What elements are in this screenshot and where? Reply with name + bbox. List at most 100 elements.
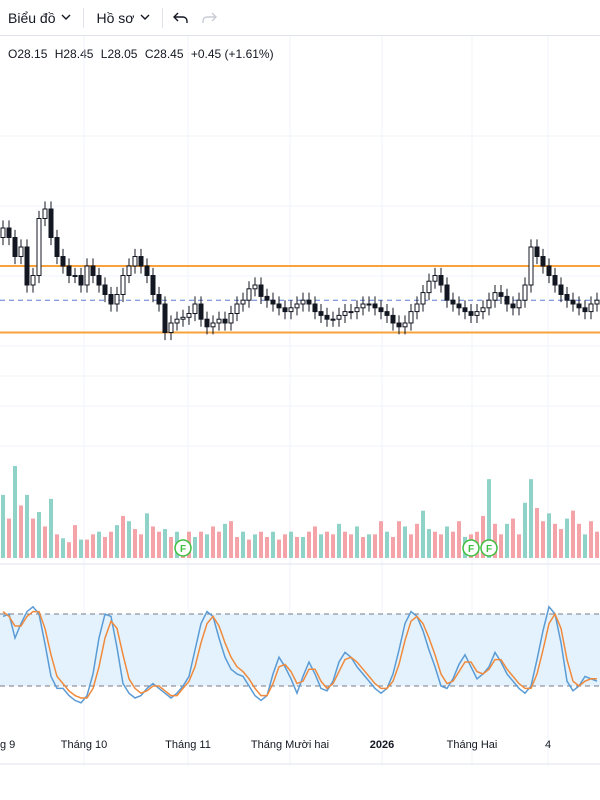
volume-bar-3 [19, 505, 23, 558]
volume-bar-25 [151, 526, 155, 558]
candle-body-13 [78, 275, 84, 286]
candle-body-36 [216, 318, 222, 324]
candle-body-63 [378, 307, 384, 313]
candle-body-31 [186, 313, 192, 318]
volume-bar-99 [595, 531, 599, 558]
volume-bar-27 [163, 529, 167, 558]
volume-bar-35 [211, 526, 215, 558]
volume-bar-87 [523, 502, 527, 558]
candle-body-49 [294, 303, 300, 309]
candle-body-92 [552, 275, 558, 286]
undo-icon[interactable] [167, 4, 195, 32]
candle-body-19 [114, 294, 120, 305]
candle-body-47 [282, 307, 288, 313]
candle-body-10 [60, 256, 66, 267]
x-tick-label-2: Tháng 11 [165, 739, 211, 751]
candle-body-79 [474, 311, 480, 316]
volume-bar-48 [289, 531, 293, 558]
candle-body-7 [42, 208, 48, 219]
volume-bar-11 [67, 542, 71, 558]
volume-bar-90 [541, 521, 545, 558]
event-marker-2 [480, 539, 498, 557]
volume-bar-26 [157, 531, 161, 558]
volume-bar-81 [487, 479, 491, 558]
volume-bar-18 [109, 531, 113, 558]
volume-bar-38 [229, 521, 233, 558]
candle-body-94 [564, 294, 570, 301]
candle-body-88 [528, 246, 534, 286]
volume-bar-33 [199, 531, 203, 558]
volume-bar-20 [121, 515, 125, 558]
volume-bar-42 [253, 534, 257, 558]
candle-body-38 [228, 313, 234, 324]
candle-body-89 [534, 246, 540, 257]
volume-bar-98 [589, 521, 593, 558]
candle-body-8 [48, 208, 54, 238]
volume-bar-32 [193, 536, 197, 558]
volume-bar-52 [313, 526, 317, 558]
price-chart[interactable]: F F Fg 9 Tháng 10 Tháng 11 Tháng Mười hai 2026… [0, 36, 600, 800]
candle-body-78 [468, 311, 474, 316]
candle-body-21 [126, 265, 132, 276]
volume-bar-0 [1, 494, 5, 558]
event-marker-label-2: F [486, 544, 492, 555]
volume-bar-94 [565, 518, 569, 558]
volume-bar-46 [277, 539, 281, 558]
candle-body-45 [270, 299, 276, 305]
volume-bar-74 [445, 526, 449, 558]
candle-body-35 [210, 322, 216, 328]
volume-bar-45 [271, 531, 275, 558]
volume-bar-57 [343, 531, 347, 558]
volume-bar-19 [115, 525, 119, 558]
candle-body-16 [96, 275, 102, 286]
candle-body-4 [24, 246, 30, 286]
candle-body-96 [576, 303, 582, 309]
candle-body-59 [354, 307, 360, 313]
candle-body-9 [54, 237, 60, 257]
candle-body-20 [120, 275, 126, 295]
volume-bar-41 [247, 539, 251, 558]
x-tick-label-1: Tháng 10 [61, 739, 107, 751]
candle-body-61 [366, 303, 372, 306]
candle-body-52 [312, 303, 318, 313]
x-tick-label-5: Tháng Hai [447, 739, 498, 751]
stoch-d-line [2, 610, 597, 699]
volume-bar-10 [61, 538, 65, 558]
volume-bar-68 [409, 534, 413, 558]
volume-bar-73 [439, 534, 443, 558]
volume-bar-59 [355, 526, 359, 558]
volume-bar-6 [37, 512, 41, 558]
volume-bar-50 [301, 536, 305, 558]
volume-bar-5 [31, 518, 35, 558]
toolbar-divider [83, 7, 85, 28]
candle-body-91 [546, 265, 552, 276]
volume-bar-63 [379, 521, 383, 558]
ohlc-open: O28.15 [8, 47, 48, 61]
volume-bar-36 [217, 531, 221, 558]
candle-body-72 [432, 275, 438, 282]
volume-bar-75 [451, 531, 455, 558]
candle-body-32 [192, 303, 198, 314]
volume-bar-65 [391, 536, 395, 558]
candle-body-99 [594, 299, 600, 305]
volume-bar-72 [433, 531, 437, 558]
candle-body-87 [522, 284, 528, 301]
volume-bar-53 [319, 534, 323, 558]
chart-menu-button[interactable]: Biểu đồ [0, 4, 79, 32]
event-marker-label-0: F [180, 544, 186, 555]
candle-body-25 [150, 275, 156, 295]
x-tick-label-3: Tháng Mười hai [251, 739, 329, 751]
candle-body-71 [426, 280, 432, 294]
event-marker-label-1: F [468, 544, 474, 555]
candle-body-62 [372, 303, 378, 309]
candle-body-37 [222, 318, 228, 324]
candle-body-28 [168, 322, 174, 333]
volume-bar-15 [91, 534, 95, 558]
profile-menu-button[interactable]: Hồ sơ [88, 4, 158, 32]
redo-icon[interactable] [195, 4, 223, 32]
volume-bar-69 [415, 523, 419, 558]
volume-bar-39 [235, 536, 239, 558]
volume-bar-40 [241, 531, 245, 558]
candle-body-34 [204, 318, 210, 328]
volume-bar-85 [511, 518, 515, 558]
